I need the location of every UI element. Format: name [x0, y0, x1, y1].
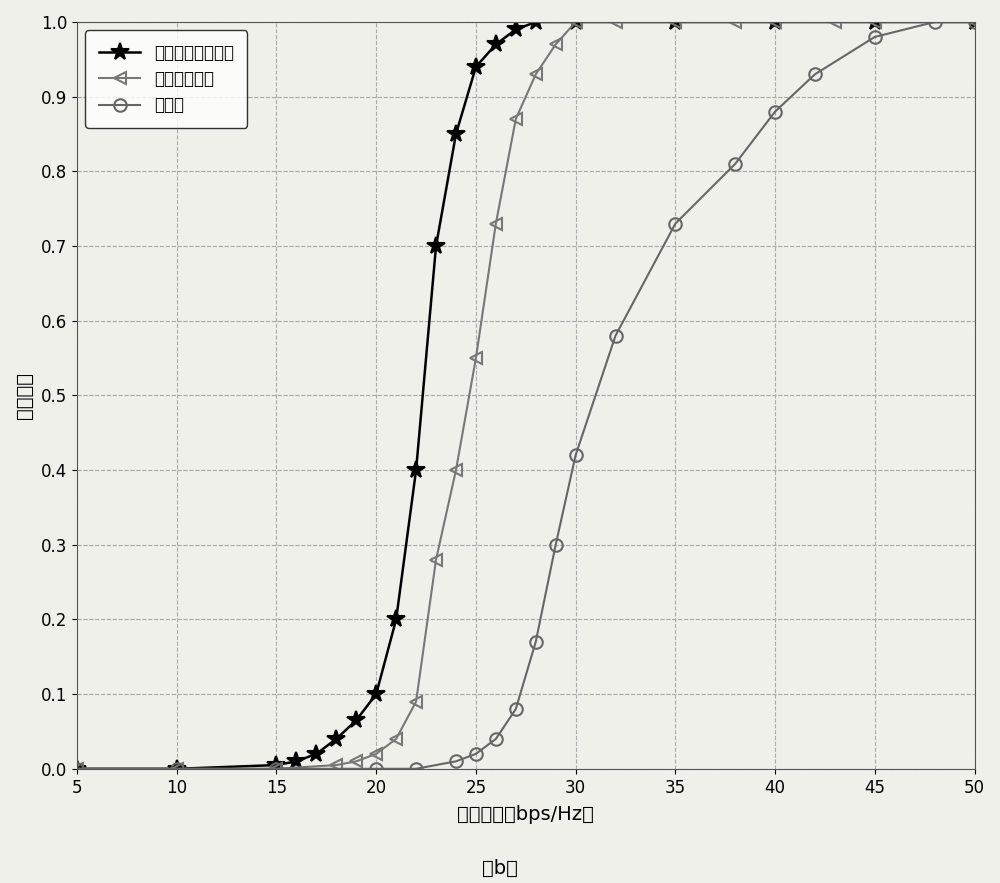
- 本方案: [490, 734, 502, 744]
- 传统波束成形方法: [510, 24, 522, 34]
- 本方案: [171, 764, 183, 774]
- 传统波束成形方法: [530, 17, 542, 27]
- 传统能效优化: [510, 114, 522, 125]
- 传统能效优化: [270, 764, 282, 774]
- 传统波束成形方法: [71, 764, 83, 774]
- 传统能效优化: [729, 17, 741, 27]
- 传统能效优化: [610, 17, 622, 27]
- 本方案: [669, 218, 681, 229]
- 本方案: [450, 756, 462, 766]
- 本方案: [610, 330, 622, 341]
- 本方案: [530, 637, 542, 647]
- 传统能效优化: [669, 17, 681, 27]
- 传统波束成形方法: [310, 749, 322, 759]
- 传统波束成形方法: [470, 62, 482, 72]
- 传统能效优化: [370, 749, 382, 759]
- 传统能效优化: [570, 17, 582, 27]
- 传统能效优化: [450, 464, 462, 475]
- 传统波束成形方法: [869, 17, 881, 27]
- 本方案: [71, 764, 83, 774]
- 传统波束成形方法: [490, 39, 502, 49]
- 传统能效优化: [968, 17, 980, 27]
- 传统能效优化: [430, 555, 442, 565]
- 传统能效优化: [829, 17, 841, 27]
- 传统能效优化: [171, 764, 183, 774]
- 传统能效优化: [350, 756, 362, 766]
- 传统波束成形方法: [390, 615, 402, 625]
- 传统能效优化: [410, 697, 422, 707]
- 传统能效优化: [330, 759, 342, 770]
- 本方案: [929, 17, 941, 27]
- Line: 传统波束成形方法: 传统波束成形方法: [68, 13, 984, 778]
- 本方案: [470, 749, 482, 759]
- 传统波束成形方法: [430, 241, 442, 252]
- 传统波束成形方法: [570, 17, 582, 27]
- 传统能效优化: [550, 39, 562, 49]
- Text: （b）: （b）: [482, 859, 518, 879]
- Line: 本方案: 本方案: [71, 16, 981, 775]
- 传统波束成形方法: [669, 17, 681, 27]
- Y-axis label: 中断概率: 中断概率: [15, 372, 34, 419]
- Legend: 传统波束成形方法, 传统能效优化, 本方案: 传统波束成形方法, 传统能效优化, 本方案: [85, 30, 247, 128]
- 本方案: [510, 704, 522, 714]
- 传统能效优化: [530, 69, 542, 79]
- 本方案: [769, 106, 781, 117]
- 本方案: [410, 764, 422, 774]
- 传统能效优化: [869, 17, 881, 27]
- 本方案: [550, 540, 562, 550]
- 传统波束成形方法: [290, 756, 302, 766]
- 本方案: [809, 69, 821, 79]
- 本方案: [968, 17, 980, 27]
- 传统波束成形方法: [270, 759, 282, 770]
- 传统波束成形方法: [330, 734, 342, 744]
- 传统波束成形方法: [370, 689, 382, 699]
- 本方案: [370, 764, 382, 774]
- 传统能效优化: [71, 764, 83, 774]
- 传统波束成形方法: [968, 17, 980, 27]
- 传统波束成形方法: [350, 715, 362, 726]
- Line: 传统能效优化: 传统能效优化: [71, 16, 981, 775]
- 传统波束成形方法: [769, 17, 781, 27]
- 本方案: [729, 159, 741, 170]
- 本方案: [570, 449, 582, 460]
- 传统能效优化: [470, 353, 482, 364]
- 传统能效优化: [769, 17, 781, 27]
- X-axis label: 频谱效率（bps/Hz）: 频谱效率（bps/Hz）: [457, 804, 594, 824]
- 传统波束成形方法: [410, 464, 422, 475]
- 本方案: [270, 764, 282, 774]
- 本方案: [869, 32, 881, 42]
- 传统波束成形方法: [450, 129, 462, 140]
- 传统波束成形方法: [171, 764, 183, 774]
- 传统能效优化: [490, 218, 502, 229]
- 传统能效优化: [390, 734, 402, 744]
